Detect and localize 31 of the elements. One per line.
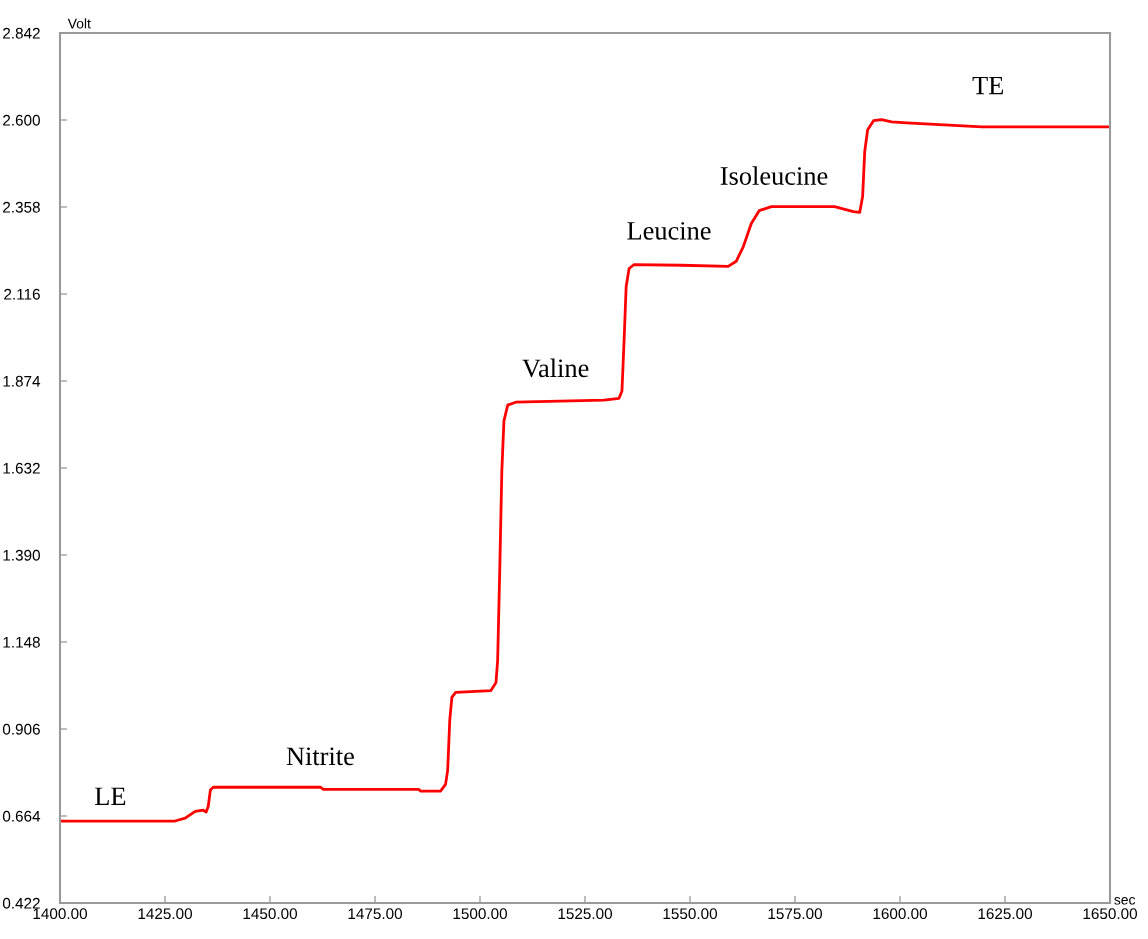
y-tick-label: 2.358 bbox=[3, 201, 40, 213]
x-tick-label: 1500.00 bbox=[453, 908, 508, 920]
x-tick-label: 1575.00 bbox=[768, 908, 823, 920]
x-tick-label: 1625.00 bbox=[978, 908, 1033, 920]
y-tick-label: 2.600 bbox=[3, 114, 40, 126]
y-tick-label: 0.664 bbox=[2, 810, 41, 822]
line-series bbox=[60, 118, 1110, 823]
x-axis-title: sec bbox=[1114, 896, 1136, 905]
x-tick-label: 1550.00 bbox=[663, 908, 718, 920]
y-tick-label: 1.148 bbox=[3, 636, 40, 648]
x-tick-label: 1650.00 bbox=[1083, 908, 1138, 920]
x-tick-label: 1425.00 bbox=[138, 908, 193, 920]
y-tick-label: 1.632 bbox=[3, 462, 40, 474]
annotation: Nitrite bbox=[286, 747, 354, 766]
x-tick-label: 1450.00 bbox=[243, 908, 298, 920]
y-tick-label: 1.390 bbox=[3, 549, 40, 561]
y-tick-label: 2.116 bbox=[4, 288, 40, 300]
y-tick-label: 0.422 bbox=[2, 897, 40, 909]
y-tick-label: 0.906 bbox=[2, 723, 40, 735]
annotation: Leucine bbox=[627, 221, 711, 240]
annotation: TE bbox=[972, 76, 1004, 95]
x-tick-label: 1525.00 bbox=[558, 908, 613, 920]
annotation: Valine bbox=[522, 358, 589, 378]
y-tick-label: 1.874 bbox=[3, 375, 41, 387]
x-tick-label: 1475.00 bbox=[348, 908, 403, 920]
x-tick-label: 1400.00 bbox=[33, 908, 88, 920]
y-tick-label: 2.842 bbox=[3, 27, 40, 39]
annotation: Isoleucine bbox=[720, 166, 828, 185]
x-tick-label: 1600.00 bbox=[873, 908, 928, 920]
y-axis-title: Volt bbox=[67, 18, 91, 29]
annotation: LE bbox=[95, 787, 126, 805]
